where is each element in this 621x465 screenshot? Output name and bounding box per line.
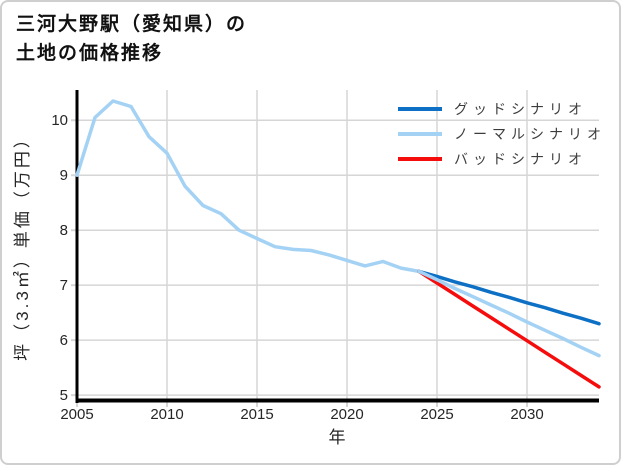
svg-text:2025: 2025: [420, 406, 453, 423]
svg-text:5: 5: [60, 387, 68, 404]
chart-title: 三河大野駅（愛知県）の 土地の価格推移: [16, 10, 247, 69]
svg-text:8: 8: [60, 222, 68, 239]
chart-title-line2: 土地の価格推移: [16, 43, 164, 65]
legend-item-normal: ノーマルシナリオ: [398, 121, 606, 146]
svg-text:10: 10: [51, 112, 68, 129]
legend-item-good: グッドシナリオ: [398, 96, 606, 121]
svg-text:6: 6: [60, 332, 68, 349]
svg-text:2015: 2015: [240, 406, 273, 423]
legend-item-bad: バッドシナリオ: [398, 146, 606, 171]
svg-text:2020: 2020: [330, 406, 363, 423]
legend: グッドシナリオ ノーマルシナリオ バッドシナリオ: [398, 96, 606, 171]
legend-label-bad: バッドシナリオ: [454, 150, 587, 167]
legend-label-normal: ノーマルシナリオ: [454, 125, 606, 142]
normal-scenario-line-swatch-icon: [398, 131, 442, 136]
svg-text:2010: 2010: [150, 406, 183, 423]
chart-title-line1: 三河大野駅（愛知県）の: [16, 14, 248, 35]
svg-text:坪（3.3㎡）単価（万円）: 坪（3.3㎡）単価（万円）: [13, 128, 32, 361]
svg-text:2030: 2030: [510, 406, 543, 423]
bad-scenario-line-swatch-icon: [398, 156, 442, 161]
svg-text:年: 年: [329, 428, 348, 447]
good-scenario-line-swatch-icon: [398, 106, 442, 111]
svg-text:9: 9: [60, 167, 68, 184]
svg-text:2005: 2005: [60, 406, 93, 423]
svg-text:7: 7: [60, 277, 68, 294]
legend-label-good: グッドシナリオ: [454, 100, 587, 117]
